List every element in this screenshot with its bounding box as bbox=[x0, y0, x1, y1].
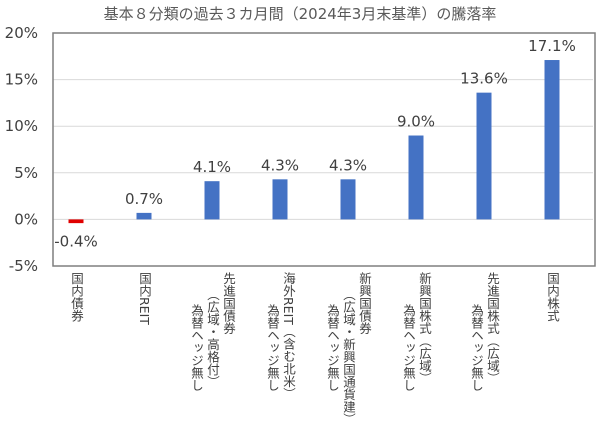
data-label: 17.1% bbox=[528, 37, 576, 55]
y-tick-label: 5% bbox=[14, 164, 38, 182]
bar bbox=[476, 92, 492, 220]
x-tick-label-line: 海外REIT（含む北米） bbox=[281, 272, 296, 400]
bar bbox=[544, 60, 560, 220]
bar bbox=[68, 219, 84, 224]
x-tick-label: 国内債券 bbox=[68, 272, 84, 322]
data-label: 0.7% bbox=[125, 190, 163, 208]
x-tick-label-line: （広域・高格付） bbox=[205, 288, 220, 388]
bar-chart: -5% 0% 5% 10% 15% 20% -0.4% 0.7% 4.1% 4.3% 4.3% 9.0… bbox=[5, 24, 596, 275]
x-tick-label-line: 先進国債券 bbox=[221, 272, 236, 335]
data-label: 13.6% bbox=[460, 70, 508, 88]
x-tick-label-line: 新興国株式（広域） bbox=[417, 272, 432, 385]
x-tick-label-line: 為替ヘッジ無し bbox=[265, 304, 280, 392]
bar bbox=[204, 181, 220, 220]
x-tick-label-line: 新興国債券 bbox=[357, 272, 372, 335]
x-tick-label-line: 為替ヘッジ無し bbox=[469, 304, 484, 392]
bar bbox=[136, 212, 152, 220]
x-tick-label: 先進国債券 （広域・高格付） 為替ヘッジ無し bbox=[188, 272, 236, 392]
y-tick-label: -5% bbox=[9, 257, 38, 275]
data-label: 4.3% bbox=[261, 156, 299, 174]
y-tick-label: 15% bbox=[5, 71, 38, 89]
x-tick-label: 先進国株式（広域） 為替ヘッジ無し bbox=[468, 272, 500, 392]
x-tick-label-line: 国内債券 bbox=[69, 272, 84, 322]
x-tick-label-line: 先進国株式（広域） bbox=[485, 272, 500, 385]
plot-frame bbox=[52, 32, 596, 267]
y-tick-label: 10% bbox=[5, 117, 38, 135]
chart-title: 基本８分類の過去３カ月間（2024年3月末基準）の騰落率 bbox=[103, 5, 497, 23]
bar bbox=[272, 179, 288, 220]
data-label: 9.0% bbox=[397, 113, 435, 131]
data-label: 4.3% bbox=[329, 156, 367, 174]
data-label: -0.4% bbox=[54, 232, 98, 250]
y-tick-label: 20% bbox=[5, 24, 38, 42]
x-tick-label: 国内REIT bbox=[136, 272, 152, 325]
x-tick-label: 国内株式 bbox=[544, 272, 560, 322]
x-tick-label-line: 為替ヘッジ無し bbox=[401, 304, 416, 392]
x-tick-label-line: （広域・新興国通貨建） bbox=[341, 288, 356, 426]
bar bbox=[340, 179, 356, 220]
x-tick-label-line: 国内REIT bbox=[137, 272, 152, 325]
x-tick-label: 海外REIT（含む北米） 為替ヘッジ無し bbox=[264, 272, 296, 400]
data-label: 4.1% bbox=[193, 158, 231, 176]
x-tick-label-line: 為替ヘッジ無し bbox=[325, 304, 340, 392]
x-tick-label: 新興国株式（広域） 為替ヘッジ無し bbox=[400, 272, 432, 392]
x-tick-label-line: 為替ヘッジ無し bbox=[189, 304, 204, 392]
y-tick-label: 0% bbox=[14, 210, 38, 228]
bar bbox=[408, 135, 424, 220]
x-tick-label-line: 国内株式 bbox=[545, 272, 560, 322]
x-tick-label: 新興国債券 （広域・新興国通貨建） 為替ヘッジ無し bbox=[324, 272, 372, 426]
